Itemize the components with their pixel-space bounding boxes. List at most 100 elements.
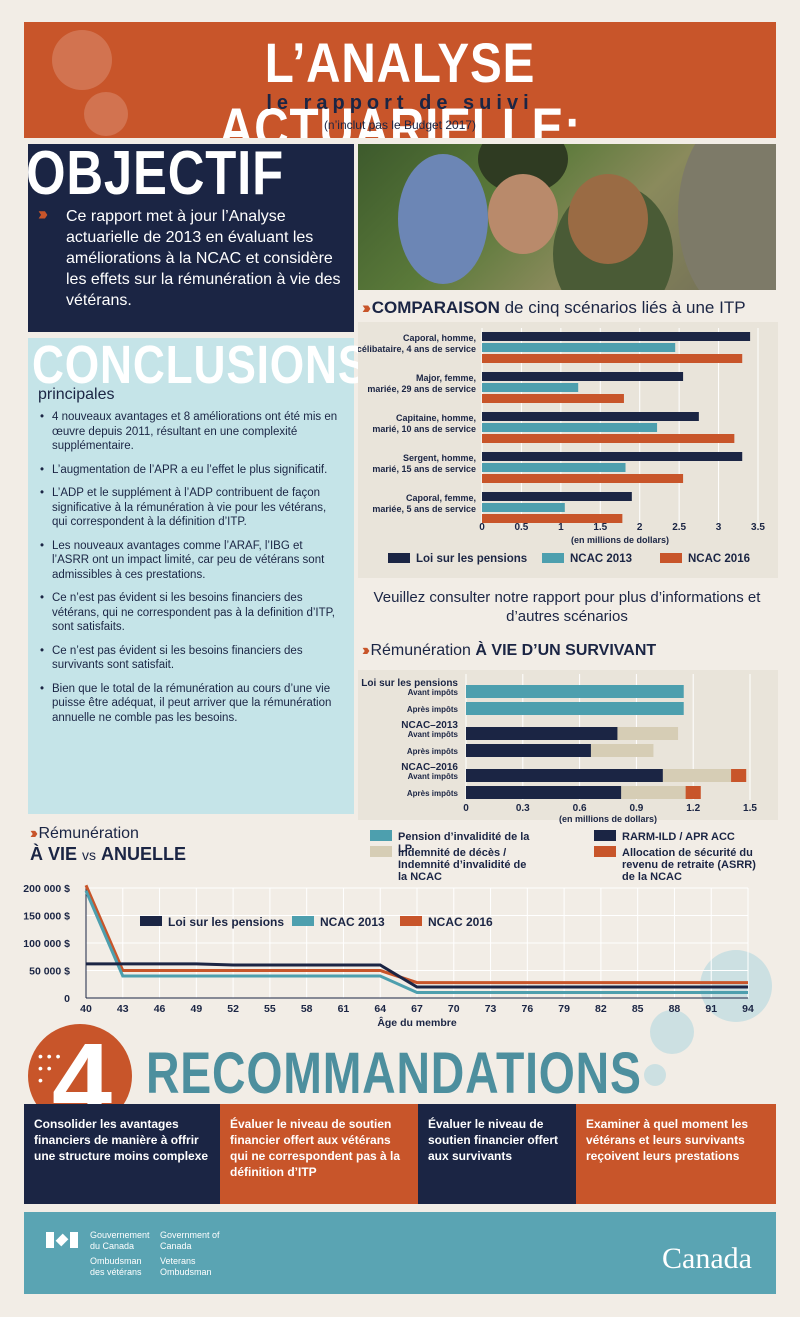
ombudsman-fr: Ombudsman des vétérans [90, 1256, 142, 1277]
chart3-axis-label: Âge du membre [377, 1016, 457, 1029]
chart2-legend-label: revenu de retraite (ASRR) [622, 859, 756, 871]
chart2-svg: 0 0.3 0.6 0.9 1.2 1.5 (en millions de dollars)… [358, 670, 778, 882]
gov-name-en: Government of Canada [160, 1230, 220, 1251]
chart1-legend-label: NCAC 2013 [570, 553, 632, 565]
chart1-category-label: mariée, 29 ans de service [367, 384, 476, 394]
chart1-legend-label: Loi sur les pensions [416, 553, 527, 565]
chart1-tick-label: 3 [716, 522, 722, 533]
chevron-icon: ››› [362, 642, 370, 659]
chart2-bar-segment [731, 769, 747, 782]
canada-wordmark: Canada [662, 1242, 752, 1275]
chart3-tick-label: 200 000 $ [23, 883, 70, 895]
chart2-legend-swatch [594, 846, 616, 857]
chart1-category-label: mariée, 5 ans de service [372, 504, 476, 514]
chart3-tick-label: 64 [374, 1003, 386, 1015]
chart3-legend-label: Loi sur les pensions [168, 915, 284, 929]
chart2-group-label: NCAC–2013 [401, 720, 458, 731]
chart2-bar-segment [466, 702, 684, 715]
chart3-tick-label: 43 [117, 1003, 129, 1015]
chart2-bar-segment [662, 769, 732, 782]
list-item: L’ADP et le supplément à l’ADP contribue… [40, 486, 340, 530]
chart2-row-label: Après impôts [407, 747, 459, 756]
chart1-tick-label: 1 [558, 522, 564, 533]
chart2-row-label: Après impôts [407, 789, 459, 798]
chart3-tick-label: 52 [227, 1003, 239, 1015]
chart2-bar-segment [617, 727, 679, 740]
chart3-heading-vs: vs [82, 847, 97, 863]
chart1-tick-label: 0 [479, 522, 485, 533]
chart3-tick-label: 82 [595, 1003, 607, 1015]
chart2-legend-swatch [370, 846, 392, 857]
chart2-row-label: Avant impôts [408, 772, 459, 781]
chart2-axis-label: (en millions de dollars) [559, 814, 657, 824]
chart1-category-label: Capitaine, homme, [396, 413, 476, 423]
chart1-bar [482, 383, 579, 392]
chart2-bar-segment [466, 786, 622, 799]
chart3-tick-label: 91 [705, 1003, 717, 1015]
chart1-category-label: Caporal, homme, [403, 333, 476, 343]
chart3-legend-label: NCAC 2013 [320, 915, 385, 929]
list-item: Les nouveaux avantages comme l’ARAF, l’I… [40, 539, 340, 583]
chart2-tick-label: 0.9 [629, 803, 643, 814]
chart2-tick-label: 0.3 [516, 803, 530, 814]
chart3-svg: 0 50 000 $ 100 000 $ 150 000 $ 200 000 $ 40 43… [23, 883, 754, 1029]
recommendation-card: Évaluer le niveau de soutien financier o… [220, 1104, 418, 1204]
veteran-family-photo [358, 144, 776, 290]
chart3-legend-label: NCAC 2016 [428, 915, 493, 929]
chart2-group-label: Loi sur les pensions [361, 678, 458, 689]
chart1-tick-label: 3.5 [751, 522, 765, 533]
chart3-tick-label: 58 [301, 1003, 313, 1015]
list-item: Ce n’est pas évident si les besoins fina… [40, 644, 340, 673]
budget-note: (n’inclut pas le Budget 2017) [323, 118, 477, 132]
chart2-bar-segment [466, 727, 618, 740]
chevron-icon: ››› [38, 204, 48, 224]
conclusions-heading: CONCLUSIONS [32, 335, 369, 395]
recommendation-text: Examiner à quel moment les vétérans et l… [586, 1117, 749, 1163]
decorative-circle [84, 92, 128, 136]
chart3-tick-label: 150 000 $ [23, 911, 70, 923]
chart2-tick-label: 1.5 [743, 803, 757, 814]
consult-report-note: Veuillez consulter notre rapport pour pl… [373, 589, 761, 625]
chart2-legend-label: la NCAC [398, 871, 442, 882]
chart1-bar [482, 434, 735, 443]
chart2-row-label: Avant impôts [408, 688, 459, 697]
chart3-series-line [84, 884, 748, 985]
chart2-heading-normal: Rémunération [370, 642, 471, 659]
chart3-legend-swatch [140, 916, 162, 926]
list-item: Bien que le total de la rémunération au … [40, 682, 340, 726]
chart3-heading: ››› Rémunération À VIE vs ANUELLE [30, 824, 186, 865]
chart1-heading-rest: de cinq scénarios liés à une ITP [504, 298, 746, 317]
chart2-legend-label: RARM-ILD / APR ACC [622, 831, 735, 843]
chart1-bar [482, 354, 743, 363]
chart3-legend-swatch [292, 916, 314, 926]
recommendations-heading: RECOMMANDATIONS [146, 1041, 642, 1106]
chart1-tick-label: 2.5 [672, 522, 686, 533]
chart3-tick-label: 70 [448, 1003, 460, 1015]
chart2-legend-swatch [594, 830, 616, 841]
gov-name-fr: Gouvernement du Canada [90, 1230, 150, 1251]
recommendation-card: Évaluer le niveau de soutien financier o… [418, 1104, 576, 1204]
chevron-icon: ››› [30, 825, 38, 842]
chart1-category-label: marié, 15 ans de service [372, 464, 476, 474]
chart2-legend-label: de la NCAC [622, 871, 682, 882]
chart1-bar [482, 474, 684, 483]
photo-figure [398, 154, 488, 284]
chart2-group-label: NCAC–2016 [401, 762, 458, 773]
chart1-category-label: Sergent, homme, [403, 453, 476, 463]
photo-figure [678, 144, 776, 290]
photo-figure [488, 174, 558, 254]
decorative-circle [644, 1064, 666, 1086]
chart2-tick-label: 0.6 [573, 803, 587, 814]
chart2-bar-segment [466, 769, 663, 782]
chart3-tick-label: 85 [632, 1003, 644, 1015]
chart2-legend-label: Pension d’invalidité de la [398, 831, 530, 843]
chart1-bar [482, 503, 565, 512]
recommendation-text: Évaluer le niveau de soutien financier o… [230, 1117, 401, 1179]
objective-text: Ce rapport met à jour l’Analyse actuarie… [66, 208, 341, 309]
chart1-category-label: Major, femme, [416, 373, 476, 383]
conclusions-list: 4 nouveaux avantages et 8 améliorations … [40, 410, 340, 734]
chart2-row-label: Avant impôts [408, 730, 459, 739]
chart2-bar-segment [621, 786, 686, 799]
chart1-category-label: marié, 10 ans de service [372, 424, 476, 434]
chart3-heading-bold1: À VIE [30, 844, 78, 864]
